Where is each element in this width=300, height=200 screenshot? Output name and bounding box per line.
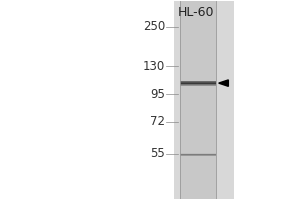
Text: 95: 95 — [150, 88, 165, 101]
Text: 55: 55 — [150, 147, 165, 160]
Text: 130: 130 — [143, 60, 165, 73]
Bar — [180, 81, 216, 82]
Bar — [180, 83, 216, 84]
Text: HL-60: HL-60 — [178, 6, 214, 19]
Bar — [180, 155, 216, 156]
Bar — [174, 1, 234, 199]
Bar — [180, 1, 216, 199]
Text: 72: 72 — [150, 115, 165, 128]
Bar — [180, 154, 216, 155]
Bar — [180, 85, 216, 86]
Bar — [180, 81, 216, 82]
Bar — [180, 154, 216, 155]
Bar — [180, 85, 216, 86]
Bar — [180, 84, 216, 85]
Bar — [180, 155, 216, 156]
Text: 250: 250 — [143, 20, 165, 33]
Polygon shape — [219, 80, 228, 86]
Bar — [180, 153, 216, 154]
Bar — [180, 82, 216, 83]
